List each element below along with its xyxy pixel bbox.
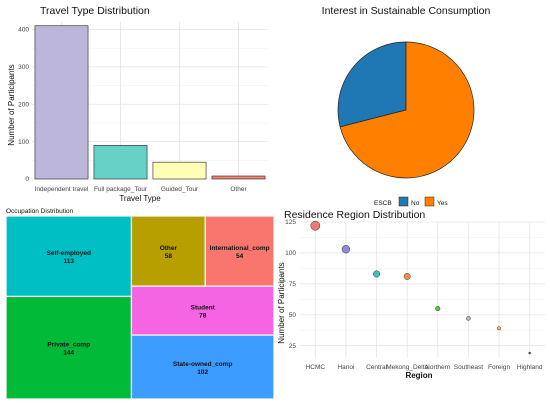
region-x-tick-label: Foreign <box>488 364 510 371</box>
region-x-axis-title: Region <box>405 371 432 380</box>
bar-full-package-tour <box>93 145 148 180</box>
point-hcmc <box>310 220 321 231</box>
region-x-tick-label: Northern <box>425 364 451 371</box>
pie-slice-no <box>337 41 407 128</box>
point-central <box>373 270 381 278</box>
travel-y-tick-label: 200 <box>18 101 29 108</box>
region-x-tick-label: Southeast <box>454 364 483 371</box>
point-mekong-delta <box>403 272 411 280</box>
point-northern <box>435 306 441 312</box>
travel-type-chart: Travel Type Distribution 0 100 200 300 400 I… <box>7 5 268 203</box>
pie-legend-key-yes <box>424 196 435 207</box>
pie-title: Interest in Sustainable Consumption <box>322 5 491 17</box>
bar-other <box>211 175 266 180</box>
treemap-label-self-employed: Self-employed <box>47 250 91 257</box>
travel-title: Travel Type Distribution <box>40 5 150 17</box>
pie-slice-yes <box>339 41 475 179</box>
travel-x-tick-label: Independent travel <box>35 186 89 193</box>
treemap-cell-student <box>130 285 275 336</box>
travel-y-axis-title: Number of Participants <box>7 64 16 145</box>
travel-y-tick-label: 100 <box>18 139 29 146</box>
region-x-tick-label: Central <box>366 364 388 371</box>
occupation-treemap: Occupation Distribution Self-employed113… <box>5 208 275 400</box>
pie-legend-key-no <box>398 196 409 207</box>
travel-x-tick-label: Full package_Tour <box>94 186 148 193</box>
region-x-tick-label: Highland <box>517 364 543 371</box>
travel-y-tick-label: 300 <box>18 64 29 71</box>
treemap-label-student: Student <box>191 305 216 312</box>
travel-x-axis-title: Travel Type <box>119 194 161 203</box>
travel-x-tick-label: Other <box>230 186 247 193</box>
point-highland <box>528 351 531 355</box>
region-x-tick-label: Mekong_Delta <box>386 364 428 371</box>
region-y-tick-label: 25 <box>289 343 297 350</box>
region-y-tick-label: 75 <box>289 281 297 288</box>
region-title: Residence Region Distribution <box>284 209 425 221</box>
region-x-tick-label: Hanoi <box>337 364 354 371</box>
treemap-value-state-owned-comp: 102 <box>197 369 208 376</box>
pie-legend-label: Yes <box>437 200 448 207</box>
region-y-tick-label: 125 <box>285 219 296 226</box>
bar-guided-tour <box>152 161 207 180</box>
sustainable-consumption-chart: Interest in Sustainable Consumption ESCB… <box>322 5 491 207</box>
pie-legend-title: ESCB <box>374 200 392 207</box>
pie-legend-label: No <box>411 200 420 207</box>
bar-independent-travel <box>34 25 89 180</box>
travel-y-tick-label: 400 <box>18 27 29 34</box>
point-foreign <box>497 326 502 331</box>
treemap-title: Occupation Distribution <box>6 208 74 215</box>
treemap-value-other: 58 <box>165 253 173 260</box>
point-southeast <box>466 316 471 321</box>
travel-y-tick-label: 0 <box>25 176 29 183</box>
residence-region-chart: Residence Region Distribution 25 50 75 100 1… <box>277 209 545 380</box>
treemap-label-private-comp: Private_comp <box>47 342 90 349</box>
treemap-label-state-owned-comp: State-owned_comp <box>173 361 233 368</box>
treemap-cell-international-comp <box>204 215 275 287</box>
treemap-label-other: Other <box>160 245 178 252</box>
treemap-value-private-comp: 144 <box>63 350 74 357</box>
treemap-label-international-comp: International_comp <box>210 245 270 252</box>
treemap-value-student: 78 <box>199 313 207 320</box>
region-y-tick-label: 50 <box>289 312 297 319</box>
travel-x-tick-label: Guided_Tour <box>161 186 199 193</box>
treemap-cell-state-owned-comp <box>130 334 275 400</box>
treemap-value-international-comp: 54 <box>236 253 244 260</box>
region-y-axis-title: Number of Participants <box>277 262 286 343</box>
treemap-cell-private-comp <box>5 295 133 400</box>
point-hanoi <box>341 245 351 254</box>
region-y-tick-label: 100 <box>285 250 296 257</box>
region-x-tick-label: HCMC <box>306 364 326 371</box>
treemap-value-self-employed: 113 <box>63 258 74 265</box>
